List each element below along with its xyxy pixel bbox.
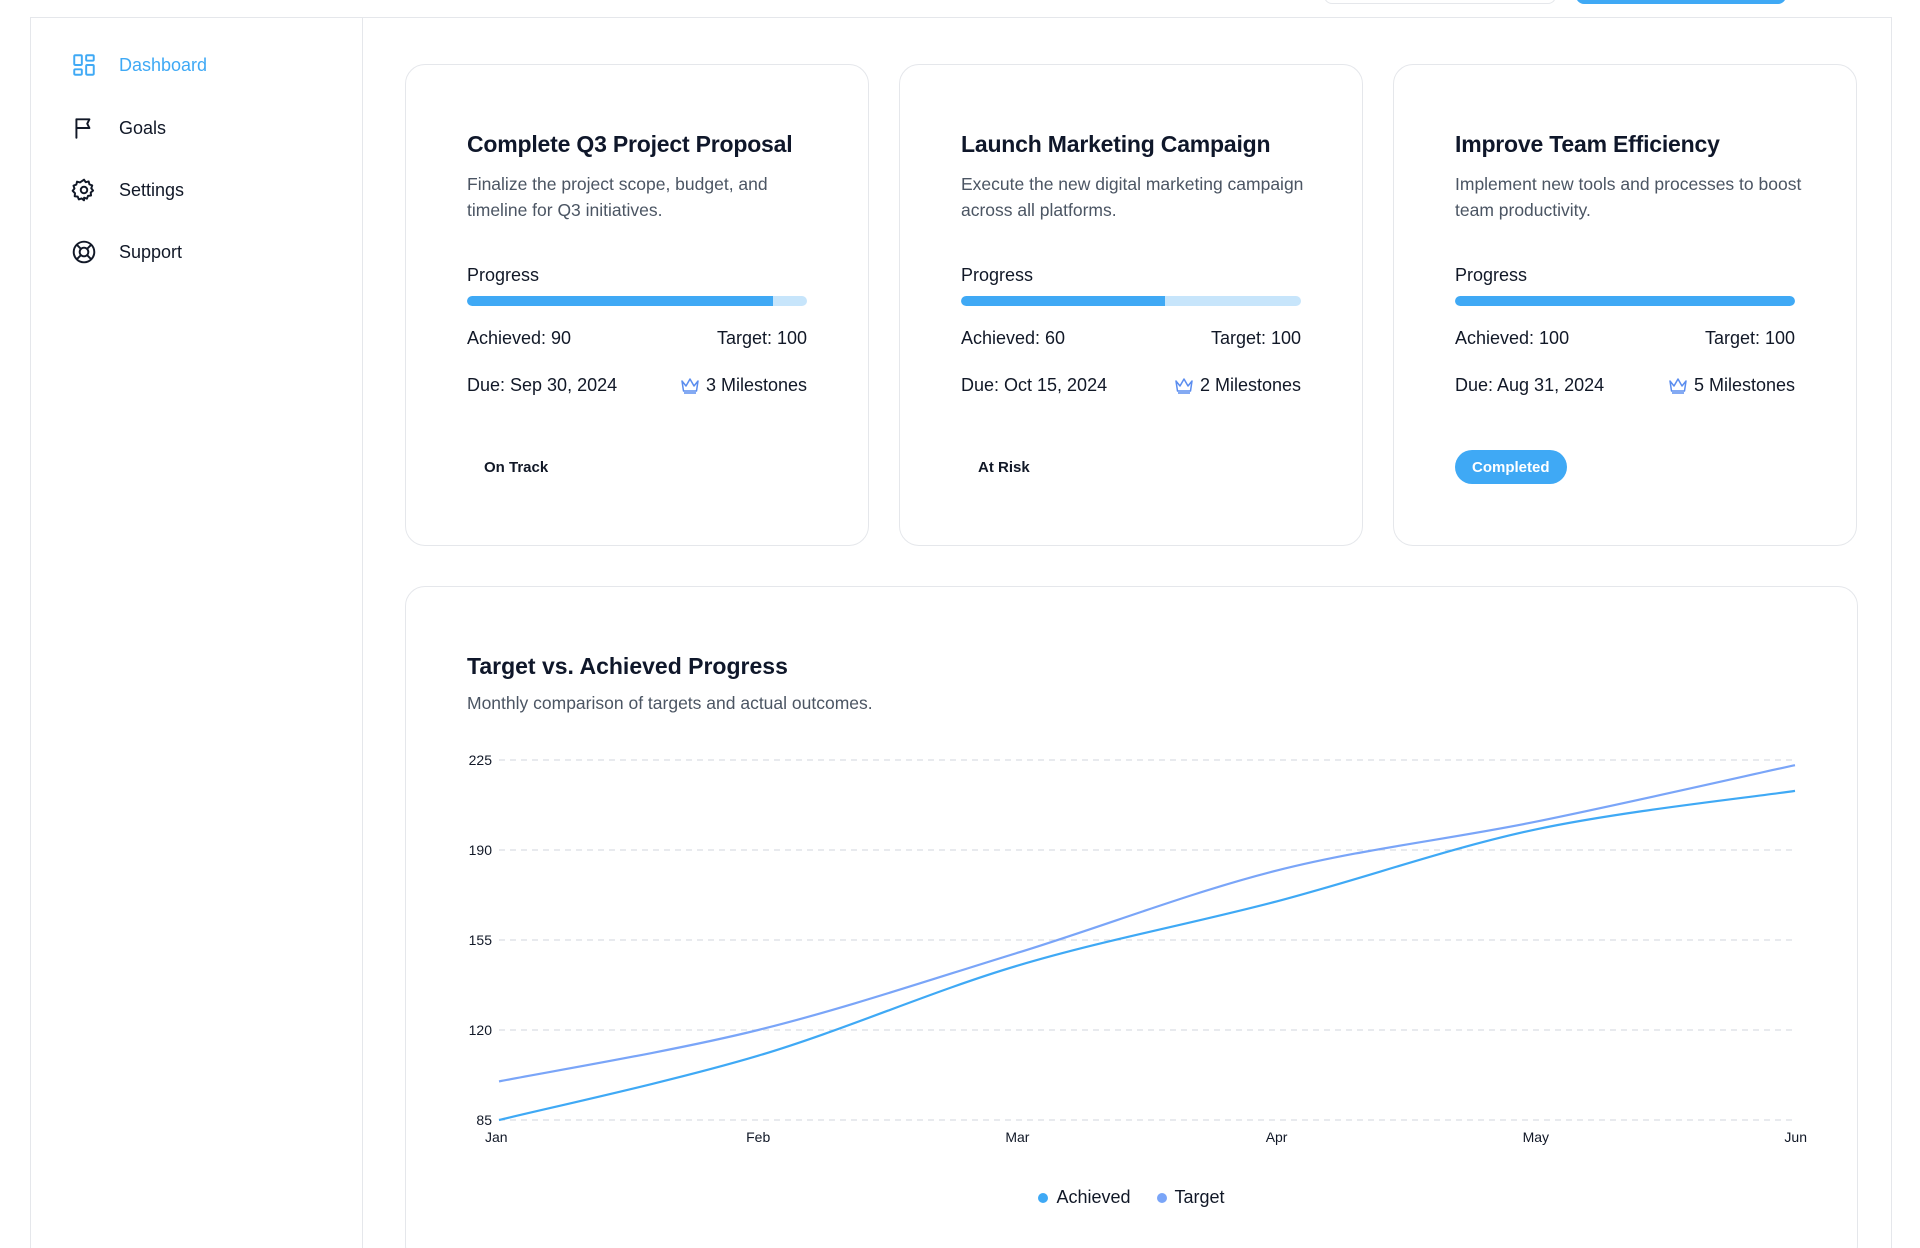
sidebar-item-label: Settings — [119, 179, 185, 200]
goal-card[interactable]: Launch Marketing Campaign Execute the ne… — [899, 64, 1363, 546]
x-tick-label: Mar — [1005, 1129, 1029, 1145]
header-primary-button[interactable] — [1576, 0, 1786, 4]
legend-item-target[interactable]: Target — [1156, 1187, 1225, 1208]
target-value: Target: 100 — [1704, 328, 1795, 348]
legend-dot — [1038, 1192, 1049, 1203]
series-line-target — [498, 764, 1796, 1083]
series-line-achieved — [498, 789, 1796, 1122]
progress-fill — [1455, 296, 1795, 306]
milestones-count: 2 Milestones — [1199, 375, 1301, 395]
goal-title: Complete Q3 Project Proposal — [467, 131, 793, 157]
progress-label: Progress — [1455, 265, 1528, 285]
dashboard-icon — [71, 52, 97, 78]
sidebar: Dashboard Goals Settings Support — [31, 18, 363, 1248]
milestones-count: 5 Milestones — [1693, 375, 1795, 395]
sidebar-item-support[interactable]: Support — [71, 232, 182, 272]
goal-title: Improve Team Efficiency — [1455, 131, 1720, 157]
lifebuoy-icon — [71, 239, 97, 265]
app-frame — [30, 0, 1892, 1248]
legend-label: Target — [1174, 1187, 1225, 1207]
x-tick-label: Jan — [485, 1129, 508, 1145]
x-tick-label: Jun — [1784, 1129, 1807, 1145]
target-value: Target: 100 — [716, 328, 807, 348]
chart-title: Target vs. Achieved Progress — [467, 653, 788, 679]
due-date: Due: Sep 30, 2024 — [467, 375, 618, 395]
x-tick-label: Apr — [1266, 1129, 1288, 1145]
sidebar-item-label: Goals — [119, 117, 167, 138]
top-bar — [30, 0, 1892, 18]
legend-dot — [1156, 1192, 1167, 1203]
achieved-value: Achieved: 100 — [1455, 328, 1570, 348]
y-tick-label: 225 — [469, 752, 493, 768]
progress-bar — [1455, 296, 1795, 306]
goal-description: Finalize the project scope, budget, and … — [467, 174, 768, 220]
goal-description: Implement new tools and processes to boo… — [1455, 174, 1802, 220]
achieved-value: Achieved: 90 — [467, 328, 572, 348]
header-input[interactable] — [1324, 0, 1556, 4]
sidebar-item-goals[interactable]: Goals — [71, 108, 166, 148]
milestones: 3 Milestones — [680, 375, 807, 396]
crown-icon — [1668, 377, 1688, 395]
status-badge: Completed — [1455, 450, 1567, 484]
y-tick-label: 190 — [469, 842, 493, 858]
goal-card[interactable]: Improve Team Efficiency Implement new to… — [1393, 64, 1857, 546]
y-tick-label: 85 — [476, 1112, 492, 1128]
crown-icon — [680, 377, 700, 395]
progress-label: Progress — [961, 265, 1034, 285]
progress-fill — [961, 296, 1165, 306]
milestones-count: 3 Milestones — [705, 375, 807, 395]
legend-label: Achieved — [1056, 1187, 1131, 1207]
status-badge: At Risk — [978, 458, 1030, 476]
chart-card: Target vs. Achieved Progress Monthly com… — [405, 586, 1858, 1248]
goal-description: Execute the new digital marketing campai… — [961, 174, 1304, 220]
goal-title: Launch Marketing Campaign — [961, 131, 1271, 157]
progress-bar — [467, 296, 807, 306]
due-date: Due: Aug 31, 2024 — [1455, 375, 1605, 395]
milestones: 2 Milestones — [1174, 375, 1301, 396]
y-tick-label: 155 — [469, 932, 493, 948]
sidebar-item-label: Dashboard — [119, 54, 208, 75]
sidebar-item-label: Support — [119, 241, 183, 262]
gear-icon — [71, 177, 97, 203]
goal-card[interactable]: Complete Q3 Project Proposal Finalize th… — [405, 64, 869, 546]
progress-bar — [961, 296, 1301, 306]
progress-label: Progress — [467, 265, 540, 285]
milestones: 5 Milestones — [1668, 375, 1795, 396]
chart-subtitle: Monthly comparison of targets and actual… — [467, 693, 873, 713]
line-chart: 85 120 155 190 225 Jan Feb Mar Apr May Jun — [469, 752, 1807, 1145]
x-tick-label: May — [1523, 1129, 1549, 1145]
sidebar-item-dashboard[interactable]: Dashboard — [71, 45, 207, 85]
progress-fill — [467, 296, 773, 306]
y-tick-label: 120 — [469, 1022, 493, 1038]
crown-icon — [1174, 377, 1194, 395]
status-badge: On Track — [484, 458, 549, 476]
flag-icon — [71, 115, 97, 141]
x-tick-label: Feb — [746, 1129, 770, 1145]
target-value: Target: 100 — [1210, 328, 1301, 348]
due-date: Due: Oct 15, 2024 — [961, 375, 1108, 395]
chart-legend: Achieved Target — [406, 1187, 1857, 1208]
achieved-value: Achieved: 60 — [961, 328, 1066, 348]
legend-item-achieved[interactable]: Achieved — [1038, 1187, 1131, 1208]
sidebar-item-settings[interactable]: Settings — [71, 170, 184, 210]
